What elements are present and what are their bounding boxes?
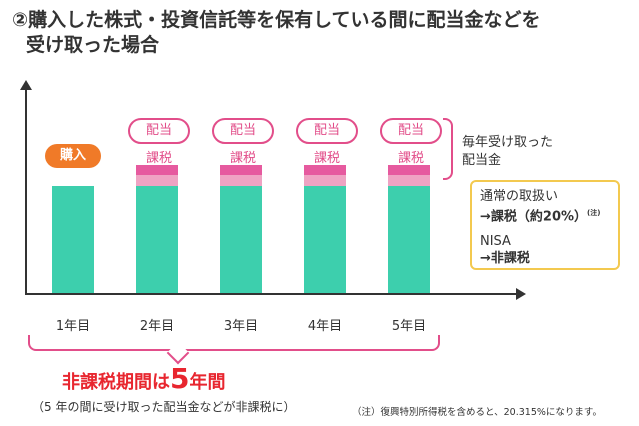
dividend-light-segment-year-5 <box>388 175 430 186</box>
y-axis <box>25 88 27 295</box>
period-suffix: 年間 <box>189 372 226 393</box>
dividend-light-segment-year-3 <box>220 175 262 186</box>
dividend-badge-year-3: 配当 <box>212 118 274 144</box>
taxed-label-year-4: 課税 <box>313 151 340 166</box>
bar-year-5 <box>388 186 430 293</box>
tax-free-period-heading: 非課税期間は5年間 <box>62 362 225 395</box>
taxed-label-year-3: 課税 <box>229 151 256 166</box>
period-brace <box>28 335 440 351</box>
tax-info-box: 通常の取扱い →課税（約20%）(注) NISA →非課税 <box>470 180 620 270</box>
title-line-2: 受け取った場合 <box>26 34 160 56</box>
x-axis-arrow <box>516 288 526 300</box>
period-prefix: 非課税期間は <box>62 372 170 393</box>
dividend-segment-year-2 <box>136 165 178 175</box>
dividend-segment-year-3 <box>220 165 262 175</box>
dividend-light-segment-year-2 <box>136 175 178 186</box>
dividend-segment-year-5 <box>388 165 430 175</box>
bar-year-2 <box>136 186 178 293</box>
x-label-year-3: 3年目 <box>223 319 259 334</box>
period-number: 5 <box>170 362 190 395</box>
bar-year-4 <box>304 186 346 293</box>
x-label-year-2: 2年目 <box>139 319 175 334</box>
dividend-light-segment-year-4 <box>304 175 346 186</box>
annual-dividend-label: 毎年受け取った 配当金 <box>462 134 592 170</box>
nisa-label: NISA <box>480 234 511 250</box>
dividend-segment-year-4 <box>304 165 346 175</box>
annual-label-line-1: 毎年受け取った <box>462 135 554 150</box>
bar-year-1 <box>52 186 94 293</box>
footnote: （注）復興特別所得税を含めると、20.315%になります。 <box>352 407 602 418</box>
purchase-badge: 購入 <box>45 144 101 168</box>
taxed-label-year-2: 課税 <box>145 151 172 166</box>
taxed-label-year-5: 課税 <box>397 151 424 166</box>
title-line-1: ②購入した株式・投資信託等を保有している間に配当金などを <box>12 9 541 31</box>
x-label-year-1: 1年目 <box>55 319 91 334</box>
y-axis-arrow <box>20 80 32 90</box>
x-axis <box>25 293 519 295</box>
normal-tax-text: →課税（約20%） <box>480 209 588 225</box>
normal-tax-rate: →課税（約20%）(注) <box>480 205 614 225</box>
page-title: ②購入した株式・投資信託等を保有している間に配当金などを 受け取った場合 <box>12 8 632 58</box>
dividend-badge-year-5: 配当 <box>380 118 442 144</box>
bar-year-3 <box>220 186 262 293</box>
dividend-badge-year-2: 配当 <box>128 118 190 144</box>
nisa-tax-free: →非課税 <box>480 251 530 267</box>
annual-label-line-2: 配当金 <box>462 153 502 168</box>
x-label-year-5: 5年目 <box>391 319 427 334</box>
x-label-year-4: 4年目 <box>307 319 343 334</box>
normal-treatment-label: 通常の取扱い <box>480 189 559 204</box>
annual-dividend-bracket <box>443 118 453 180</box>
dividend-badge-year-4: 配当 <box>296 118 358 144</box>
note-mark: (注) <box>587 209 601 217</box>
tax-free-period-note: （5 年の間に受け取った配当金などが非課税に） <box>32 400 296 414</box>
